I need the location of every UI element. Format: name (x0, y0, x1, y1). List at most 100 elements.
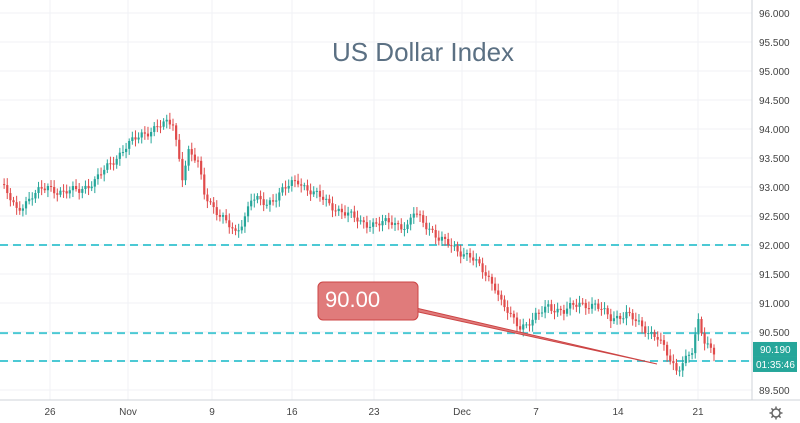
candle (168, 112, 171, 129)
candle (46, 183, 50, 198)
candle (196, 156, 200, 168)
candle (500, 290, 503, 306)
candle (615, 310, 619, 325)
candle (647, 326, 650, 340)
candle (653, 329, 656, 341)
candle (15, 195, 18, 215)
y-tick-label: 91.000 (759, 299, 790, 310)
candle (540, 306, 544, 318)
candle (609, 308, 612, 329)
candle (472, 250, 475, 266)
candle (225, 209, 228, 224)
candle (246, 201, 250, 223)
candle (393, 217, 397, 231)
settings-icon[interactable] (769, 406, 783, 420)
candle (306, 179, 309, 196)
candle (556, 302, 559, 317)
candle (200, 156, 203, 180)
candle (193, 147, 196, 163)
y-tick-label: 92.000 (759, 241, 790, 252)
candle (184, 160, 187, 186)
candle (118, 147, 121, 166)
candle (178, 133, 181, 162)
candle (71, 181, 75, 198)
candle (18, 201, 21, 215)
candle (234, 224, 237, 236)
candle (662, 334, 666, 351)
candle (691, 348, 694, 360)
candle (490, 273, 494, 291)
candle (468, 248, 472, 263)
candle (478, 256, 481, 267)
y-tick-label: 94.000 (759, 125, 790, 136)
candle (600, 302, 603, 316)
candle (390, 215, 393, 229)
candle (293, 175, 297, 188)
candle (375, 217, 378, 228)
y-tick-label: 96.000 (759, 9, 790, 20)
candle (90, 181, 93, 192)
candle (525, 322, 528, 329)
x-tick-label: 21 (692, 407, 704, 418)
x-tick-label: 7 (533, 407, 539, 418)
candle (550, 299, 553, 315)
candle (115, 155, 118, 169)
candle (678, 366, 681, 377)
candle (462, 247, 465, 260)
candle (300, 178, 303, 193)
candle (28, 192, 31, 205)
candle (56, 188, 59, 202)
candle (534, 307, 537, 324)
candle (203, 167, 206, 200)
candle (712, 344, 716, 362)
candle (309, 183, 312, 201)
candle (21, 204, 24, 217)
candle (109, 156, 112, 170)
y-tick-label: 93.500 (759, 154, 790, 165)
candle (181, 151, 184, 188)
candle (559, 305, 562, 316)
candle (43, 183, 46, 194)
y-tick-label: 90.500 (759, 328, 790, 339)
candle (49, 180, 53, 192)
candle (675, 358, 678, 375)
candle (387, 212, 390, 230)
candle (65, 184, 68, 199)
candle (340, 203, 343, 220)
candle (206, 188, 209, 209)
candle (334, 204, 337, 217)
candle (3, 178, 6, 189)
candle (312, 186, 315, 197)
candle (484, 265, 487, 282)
candle (318, 184, 322, 202)
candle (619, 312, 622, 325)
candle (544, 299, 547, 319)
candle (34, 189, 37, 203)
y-axis: 96.000 95.500 95.000 94.500 94.000 93.500 93.0… (751, 0, 797, 400)
candle (268, 197, 272, 212)
candle (562, 304, 565, 321)
candle (322, 190, 325, 205)
candle (237, 223, 240, 238)
y-tick-label: 94.500 (759, 96, 790, 107)
candle (303, 182, 306, 191)
x-tick-label: Nov (119, 407, 137, 418)
candle (190, 142, 193, 162)
candle (134, 130, 137, 147)
candle (112, 156, 115, 171)
last-price-label: 90.190 (760, 345, 791, 356)
y-tick-label: 95.000 (759, 67, 790, 78)
candle (612, 311, 616, 325)
candle (59, 187, 62, 198)
candle (400, 218, 403, 233)
candle (694, 327, 697, 359)
candle (31, 192, 34, 206)
candle (228, 213, 231, 234)
candle (443, 233, 447, 246)
candle (165, 114, 168, 129)
candle (450, 238, 453, 253)
candle (434, 224, 437, 245)
candle (640, 316, 644, 334)
x-tick-label: 14 (612, 407, 624, 418)
